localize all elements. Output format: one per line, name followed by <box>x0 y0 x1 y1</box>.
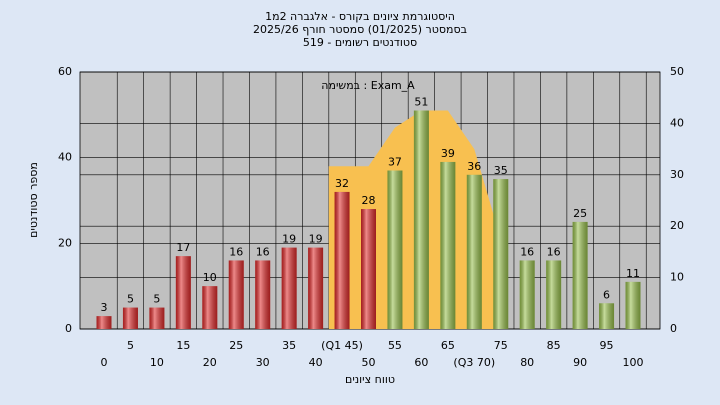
x-tick-label: 55 <box>388 339 402 352</box>
bar-shine <box>572 221 588 329</box>
value-label: 6 <box>603 288 610 301</box>
x-tick-label: 25 <box>229 339 243 352</box>
bar-shine <box>466 174 482 329</box>
value-label: 3 <box>101 301 108 314</box>
y-tick-label: 20 <box>58 236 72 249</box>
x-tick-label: (Q3 70) <box>453 356 495 369</box>
x-tick-label: 95 <box>600 339 614 352</box>
value-label: 32 <box>335 177 349 190</box>
bar-shine <box>334 191 350 329</box>
bar-shine <box>308 247 324 329</box>
bar-shine <box>202 286 218 329</box>
x-tick-label: 75 <box>494 339 508 352</box>
title: סטודנטים רשומים - 519 <box>303 36 417 49</box>
y2-tick-label: 20 <box>670 219 684 232</box>
bar-shine <box>96 316 112 329</box>
bar-shine <box>149 307 165 329</box>
x-tick-label: 5 <box>127 339 134 352</box>
bar-shine <box>519 260 535 329</box>
y-tick-label: 0 <box>65 322 72 335</box>
y-tick-label: 40 <box>58 151 72 164</box>
x-tick-label: 30 <box>256 356 270 369</box>
y-tick-label: 60 <box>58 65 72 78</box>
x-tick-label: (Q1 45) <box>321 339 363 352</box>
bar-shine <box>255 260 271 329</box>
value-label: 5 <box>153 293 160 306</box>
bar-shine <box>625 281 641 329</box>
x-tick-label: 85 <box>547 339 561 352</box>
x-tick-label: 35 <box>282 339 296 352</box>
value-label: 10 <box>203 271 217 284</box>
x-tick-label: 90 <box>573 356 587 369</box>
x-tick-label: 20 <box>203 356 217 369</box>
value-label: 19 <box>309 233 323 246</box>
bar-shine <box>281 247 297 329</box>
value-label: 17 <box>176 241 190 254</box>
title: היסטוגרמת ציונים בקורס - אלגברה 2מ1 <box>265 10 455 23</box>
value-label: 16 <box>256 245 270 258</box>
title: בסמסטר (01/2025) סמסטר חורף 2025/26 <box>253 23 467 36</box>
x-tick-label: 80 <box>520 356 534 369</box>
y2-tick-label: 50 <box>670 65 684 78</box>
x-tick-label: 100 <box>623 356 644 369</box>
bar-shine <box>387 170 403 329</box>
bar-shine <box>440 161 456 329</box>
x-axis-label: טווח ציונים <box>345 373 395 386</box>
value-label: 16 <box>520 245 534 258</box>
y2-tick-label: 0 <box>670 322 677 335</box>
bar-shine <box>361 209 376 329</box>
bar-shine <box>599 303 615 329</box>
value-label: 5 <box>127 293 134 306</box>
x-tick-label: 65 <box>441 339 455 352</box>
bar-shine <box>546 260 562 329</box>
bar-shine <box>122 307 138 329</box>
x-tick-label: 0 <box>101 356 108 369</box>
bar-shine <box>175 256 191 329</box>
value-label: 19 <box>282 233 296 246</box>
x-tick-label: 60 <box>414 356 428 369</box>
bar-shine <box>228 260 244 329</box>
x-tick-label: 15 <box>176 339 190 352</box>
value-label: 51 <box>414 96 428 109</box>
bar-shine <box>413 110 429 329</box>
x-tick-label: 50 <box>362 356 376 369</box>
value-label: 16 <box>547 245 561 258</box>
y2-tick-label: 30 <box>670 168 684 181</box>
y-axis-label: מספר סטודנטים <box>27 162 40 238</box>
value-label: 28 <box>362 194 376 207</box>
value-label: 16 <box>229 245 243 258</box>
value-label: 25 <box>573 207 587 220</box>
y2-tick-label: 40 <box>670 116 684 129</box>
value-label: 37 <box>388 156 402 169</box>
y2-tick-label: 10 <box>670 271 684 284</box>
value-label: 35 <box>494 164 508 177</box>
value-label: 11 <box>626 267 640 280</box>
x-tick-label: 40 <box>309 356 323 369</box>
value-label: 36 <box>467 160 481 173</box>
bar-shine <box>493 179 509 329</box>
annotation: במשימה : Exam_A <box>321 79 415 92</box>
value-label: 39 <box>441 147 455 160</box>
x-tick-label: 10 <box>150 356 164 369</box>
